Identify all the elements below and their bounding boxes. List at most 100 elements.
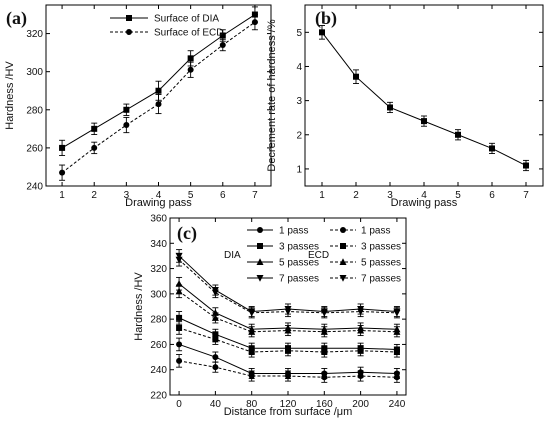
data-point bbox=[155, 101, 162, 108]
data-point bbox=[176, 357, 183, 364]
x-tick-label: 200 bbox=[352, 399, 369, 410]
data-point bbox=[123, 106, 130, 113]
data-point bbox=[393, 309, 401, 317]
y-tick-label: 220 bbox=[150, 391, 167, 402]
data-point bbox=[212, 354, 219, 361]
data-point bbox=[284, 308, 292, 316]
data-point bbox=[387, 104, 393, 111]
data-point bbox=[59, 169, 66, 176]
legend: 1 pass 3 passes 5 passes 7 passes 1 pass 3 pa… bbox=[224, 226, 401, 285]
y-tick-label: 1 bbox=[296, 164, 302, 175]
data-point bbox=[455, 131, 461, 138]
x-tick-label: 2 bbox=[353, 190, 359, 201]
data-point bbox=[123, 122, 130, 129]
data-point bbox=[357, 347, 364, 354]
legend-label: 7 passes bbox=[361, 274, 401, 285]
data-point bbox=[393, 374, 400, 381]
legend-label: 3 passes bbox=[279, 242, 319, 253]
data-point bbox=[212, 336, 219, 343]
y-tick-label: 320 bbox=[150, 264, 167, 275]
data-point bbox=[357, 326, 365, 334]
series-2 bbox=[59, 14, 258, 181]
x-tick-label: 7 bbox=[252, 190, 258, 201]
y-tick-label: 280 bbox=[150, 315, 167, 326]
y-tick-label: 280 bbox=[26, 105, 43, 116]
plot-frame bbox=[304, 4, 544, 187]
y-tick-label: 340 bbox=[150, 239, 167, 250]
data-point bbox=[353, 73, 359, 80]
series-5 bbox=[176, 354, 400, 383]
data-point bbox=[393, 349, 400, 356]
legend-label: 5 passes bbox=[279, 258, 319, 269]
data-point bbox=[211, 314, 219, 321]
chart-panel-3: (c) 0 40 80 120 160 200 240 220 240 260 280 300 320 34… bbox=[133, 214, 407, 418]
chart-panel-1: (a) 1 2 3 4 5 6 7 240 260 280 300 320 Drawing pass Har… bbox=[4, 4, 272, 209]
legend-group-label: ECD bbox=[308, 250, 329, 261]
x-tick-label: 5 bbox=[188, 190, 194, 201]
data-point bbox=[251, 19, 258, 26]
data-point bbox=[319, 29, 325, 36]
x-tick-label: 3 bbox=[124, 190, 130, 201]
data-point bbox=[219, 32, 226, 39]
x-tick-label: 4 bbox=[156, 190, 162, 201]
data-point bbox=[320, 327, 328, 335]
legend-label: 1 pass bbox=[279, 226, 308, 237]
series-1 bbox=[319, 25, 529, 172]
x-tick-label: 120 bbox=[280, 399, 297, 410]
data-point bbox=[211, 289, 219, 297]
data-point bbox=[59, 144, 66, 151]
legend-marker bbox=[126, 29, 132, 35]
x-axis-title: Drawing pass bbox=[391, 197, 458, 209]
series-8 bbox=[175, 252, 401, 319]
data-point bbox=[285, 373, 291, 380]
x-tick-label: 240 bbox=[389, 399, 406, 410]
legend-marker bbox=[256, 275, 264, 282]
data-point bbox=[284, 326, 292, 334]
data-point bbox=[91, 125, 98, 132]
data-point bbox=[176, 314, 183, 321]
y-tick-label: 300 bbox=[26, 67, 43, 78]
legend-label: Surface of DIA bbox=[154, 14, 219, 25]
data-point bbox=[187, 55, 194, 62]
data-point bbox=[187, 66, 194, 73]
series-6 bbox=[176, 321, 400, 358]
y-tick-label: 3 bbox=[296, 96, 302, 107]
data-point bbox=[248, 309, 256, 317]
data-point bbox=[285, 347, 291, 354]
data-point bbox=[357, 308, 365, 316]
data-point bbox=[155, 87, 162, 94]
x-tick-label: 6 bbox=[489, 190, 495, 201]
data-point bbox=[176, 341, 183, 348]
x-tick-label: 160 bbox=[316, 399, 333, 410]
legend-label: 5 passes bbox=[361, 258, 401, 269]
x-tick-label: 5 bbox=[455, 190, 461, 201]
data-point bbox=[321, 349, 328, 356]
x-tick-label: 3 bbox=[387, 190, 393, 201]
data-point bbox=[357, 373, 364, 380]
x-tick-label: 2 bbox=[91, 190, 97, 201]
data-point bbox=[248, 373, 255, 380]
y-tick-label: 240 bbox=[150, 365, 167, 376]
legend-label: 7 passes bbox=[279, 274, 319, 285]
legend-label: 3 passes bbox=[361, 242, 401, 253]
x-axis-title: Drawing pass bbox=[125, 197, 192, 209]
x-tick-label: 80 bbox=[246, 399, 258, 410]
y-tick-label: 260 bbox=[150, 340, 167, 351]
x-tick-label: 1 bbox=[319, 190, 325, 201]
panel-label: (b) bbox=[315, 8, 337, 29]
legend-group-label: DIA bbox=[224, 250, 241, 261]
legend-marker bbox=[257, 243, 263, 249]
data-point bbox=[175, 256, 183, 264]
legend-marker bbox=[339, 258, 347, 265]
data-point bbox=[320, 309, 328, 317]
data-point bbox=[176, 324, 183, 331]
y-tick-label: 2 bbox=[296, 130, 302, 141]
x-axis-title: Distance from surface /μm bbox=[224, 406, 353, 418]
y-axis-title: Hardness /HV bbox=[133, 272, 145, 341]
legend-marker bbox=[340, 227, 346, 233]
x-tick-label: 7 bbox=[523, 190, 529, 201]
y-tick-label: 320 bbox=[26, 29, 43, 40]
data-point bbox=[219, 42, 226, 49]
y-tick-label: 240 bbox=[26, 182, 43, 193]
